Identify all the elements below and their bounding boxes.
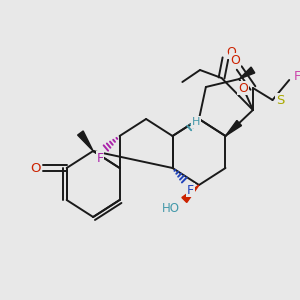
Text: F: F xyxy=(293,70,300,83)
Text: O: O xyxy=(226,46,236,59)
Polygon shape xyxy=(239,67,255,79)
Polygon shape xyxy=(182,185,199,202)
Text: O: O xyxy=(30,161,40,175)
Polygon shape xyxy=(226,120,242,136)
Polygon shape xyxy=(78,131,93,151)
Text: O: O xyxy=(230,53,240,67)
Text: F: F xyxy=(187,184,194,196)
Text: H: H xyxy=(192,117,200,127)
Text: S: S xyxy=(276,94,285,106)
Text: HO: HO xyxy=(162,202,180,214)
Text: F: F xyxy=(96,152,103,164)
Text: O: O xyxy=(238,82,248,94)
